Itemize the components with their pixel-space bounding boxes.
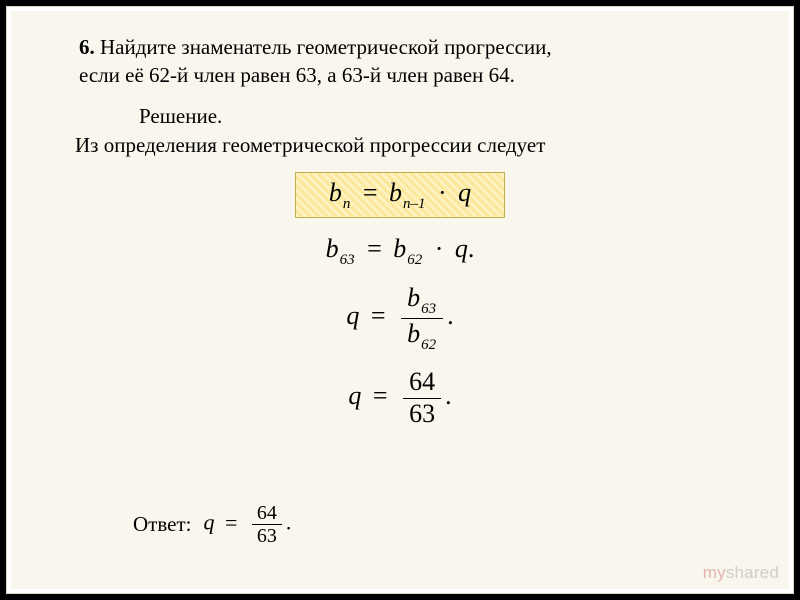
- formula-general: bn = bn–1 · q: [329, 178, 471, 212]
- eq1-sub62: 62: [407, 252, 422, 268]
- watermark: myshared: [703, 563, 779, 583]
- problem-line1: Найдите знаменатель геометрической прогр…: [95, 35, 552, 59]
- eq2-num-sub: 63: [421, 301, 436, 317]
- ans-den: 63: [252, 525, 282, 547]
- ans-fraction: 64 63: [252, 502, 282, 547]
- equation-1: b63 = b62 · q.: [33, 234, 767, 268]
- op-dot: ·: [438, 178, 447, 207]
- eq2-num-b: b: [407, 283, 420, 312]
- ans-num: 64: [252, 502, 282, 525]
- equation-3: q = 64 63 .: [33, 368, 767, 428]
- sub-n1: n–1: [403, 196, 426, 212]
- answer-label: Ответ:: [133, 512, 191, 537]
- formula-box: bn = bn–1 · q: [295, 172, 505, 218]
- eq2-q: q: [346, 301, 359, 330]
- problem-line2: если её 62-й член равен 63, а 63-й член …: [79, 63, 515, 87]
- sub-n: n: [343, 196, 351, 212]
- derivation-text: Из определения геометрической прогрессии…: [75, 133, 767, 158]
- eq3-den: 63: [403, 399, 441, 429]
- eq1-b: b: [326, 234, 339, 263]
- slide-frame: 6. Найдите знаменатель геометрической пр…: [6, 6, 794, 594]
- eq2-fraction: b63 b62: [401, 284, 443, 352]
- eq1-q: q: [455, 234, 468, 263]
- solution-label: Решение.: [139, 104, 767, 129]
- var-b: b: [329, 178, 342, 207]
- eq1-b2: b: [393, 234, 406, 263]
- equation-2: q = b63 b62 .: [33, 284, 767, 352]
- watermark-shared: shared: [726, 563, 779, 582]
- ans-q: q: [203, 510, 214, 535]
- watermark-my: my: [703, 563, 726, 582]
- eq3-num: 64: [403, 368, 441, 399]
- eq2-den-b: b: [407, 319, 420, 348]
- eq2-den-sub: 62: [421, 337, 436, 353]
- eq1-dot: ·: [435, 234, 444, 263]
- problem-number: 6.: [79, 35, 95, 59]
- var-q: q: [458, 178, 471, 207]
- problem-statement: 6. Найдите знаменатель геометрической пр…: [79, 33, 737, 90]
- answer-equation: q = 64 63 .: [203, 502, 291, 547]
- eq1-sub63: 63: [340, 252, 355, 268]
- eq3-fraction: 64 63: [403, 368, 441, 428]
- eq3-q: q: [348, 381, 361, 410]
- answer-row: Ответ: q = 64 63 .: [133, 502, 291, 547]
- slide-content: 6. Найдите знаменатель геометрической пр…: [33, 19, 767, 573]
- var-b2: b: [389, 178, 402, 207]
